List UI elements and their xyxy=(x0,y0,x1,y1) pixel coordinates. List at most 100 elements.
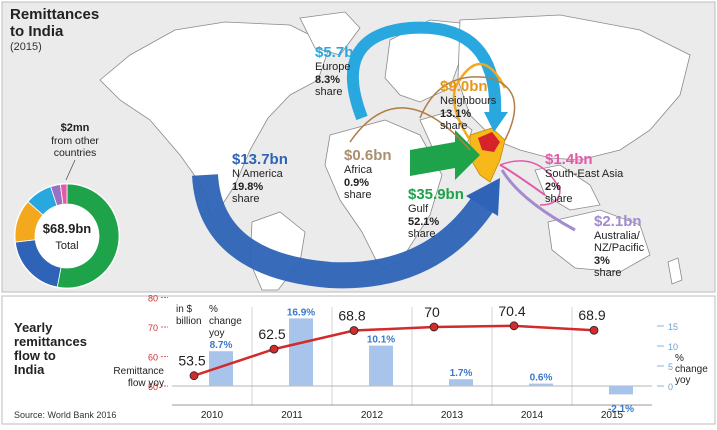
region-name: N America xyxy=(232,168,284,180)
chart-title-line4: India xyxy=(14,362,45,377)
left-tick-label: 50 xyxy=(148,382,158,392)
region-amount: $13.7bn xyxy=(232,151,288,168)
right-tick-label: 5 xyxy=(668,362,673,372)
na-arrow-body xyxy=(192,173,493,289)
region-amount: $1.4bn xyxy=(545,151,593,168)
remittance-point xyxy=(589,325,599,335)
chart-title-line2: remittances xyxy=(14,334,87,349)
line-label-1: Remittance xyxy=(113,366,164,377)
na-arrow-head xyxy=(466,178,500,216)
region-share: 3% xyxy=(594,255,610,267)
pct-label: -2.1% xyxy=(608,404,634,415)
donut-hole xyxy=(35,204,99,268)
remittance-point xyxy=(189,371,199,381)
year-label: 2010 xyxy=(201,410,224,421)
remittance-point xyxy=(429,322,439,332)
pct-label: 16.9% xyxy=(287,307,315,318)
pct-bar xyxy=(369,345,393,386)
region-share-word: share xyxy=(594,267,622,279)
region-share-word: share xyxy=(315,86,343,98)
north-america-shape xyxy=(99,21,331,216)
remittance-value-label: 70 xyxy=(424,304,440,320)
right-tick-label: 15 xyxy=(668,322,678,332)
right-axis-label: % xyxy=(675,353,684,364)
region-share: 52.1% xyxy=(408,216,439,228)
remittance-value-label: 70.4 xyxy=(498,303,525,319)
neighbours-arrow xyxy=(452,62,507,141)
donut-slice xyxy=(56,183,120,289)
pct-label: 8.7% xyxy=(210,340,233,351)
remittance-value-label: 68.9 xyxy=(578,307,605,323)
region-share: 8.3% xyxy=(315,74,340,86)
right-axis-label: change xyxy=(675,364,708,375)
pct-label: 10.1% xyxy=(367,335,395,346)
region-name: Europe xyxy=(315,61,350,73)
right-axis-label: yoy xyxy=(675,375,691,386)
bar-header-label: % xyxy=(209,304,218,315)
asia-shape xyxy=(457,14,691,161)
year-label: 2011 xyxy=(281,410,303,421)
europe-shape xyxy=(384,19,471,103)
left-axis-label-1: in $ xyxy=(176,304,193,315)
pct-bar xyxy=(529,383,553,386)
remittance-point xyxy=(349,326,359,335)
region-share-word: share xyxy=(408,228,436,240)
sea-ring xyxy=(499,160,561,206)
chart-panel xyxy=(1,295,716,425)
region-name: Gulf xyxy=(408,203,429,215)
remittance-value-label: 62.5 xyxy=(258,326,285,342)
right-tick-label: 10 xyxy=(668,342,678,352)
year-label: 2014 xyxy=(521,410,544,421)
donut-slice xyxy=(59,183,68,205)
sea-arrow xyxy=(499,164,546,196)
right-tick-label: 0 xyxy=(668,382,673,392)
region-amount: $0.6bn xyxy=(344,147,392,164)
pct-label: 0.6% xyxy=(530,373,553,384)
left-tick-label: 60 xyxy=(148,353,158,363)
other-line1: from other xyxy=(51,135,99,147)
year-label: 2015 xyxy=(601,410,624,421)
year-label: 2013 xyxy=(441,410,464,421)
chart-source: Source: World Bank 2016 xyxy=(14,410,116,420)
region-share-word: share xyxy=(440,120,468,132)
region-share-word: share xyxy=(232,193,260,205)
australia-arrow xyxy=(500,169,576,232)
remittance-point xyxy=(509,321,519,331)
region-name: Africa xyxy=(344,164,373,176)
pct-label: 1.7% xyxy=(450,368,473,379)
region-share-word: share xyxy=(344,189,372,201)
greenland-shape xyxy=(299,11,361,56)
region-name: Neighbours xyxy=(440,95,497,107)
neighbours-ring xyxy=(419,76,516,141)
chart-title-line1: Yearly xyxy=(14,320,53,335)
region-name: South-East Asia xyxy=(545,168,624,180)
donut-total-value: $68.9bn xyxy=(43,221,91,236)
remittance-line xyxy=(193,324,595,377)
region-name: NZ/Pacific xyxy=(594,242,645,254)
region-share: 19.8% xyxy=(232,181,263,193)
pct-bar xyxy=(449,379,473,386)
pct-bar xyxy=(289,318,313,386)
remittance-value-label: 53.5 xyxy=(178,353,205,369)
new-zealand-shape xyxy=(667,257,683,285)
left-axis-label-2: billion xyxy=(176,316,202,327)
region-amount: $5.7bn xyxy=(315,44,363,61)
bar-header-label: change xyxy=(209,316,242,327)
remittance-point xyxy=(269,344,279,354)
region-name: Australia/ xyxy=(594,230,641,242)
other-amount: $2mn xyxy=(61,122,90,134)
other-line2: countries xyxy=(54,147,97,159)
india-highlight xyxy=(469,127,506,183)
map-title-line2: to India xyxy=(10,23,64,40)
flow-arrows xyxy=(192,21,576,289)
